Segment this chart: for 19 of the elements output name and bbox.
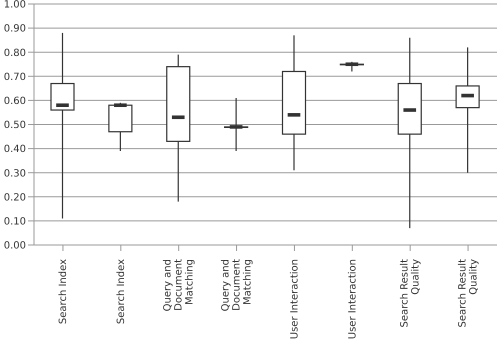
x-tick-label: Search Result Quality xyxy=(458,258,480,328)
y-tick-label: 1.00 xyxy=(4,0,26,11)
y-tick-label: 0.60 xyxy=(4,96,26,107)
x-tick-label: Query and Document Matching xyxy=(162,258,196,312)
x-tick-label: Search Index xyxy=(116,258,127,324)
y-tick-label: 0.40 xyxy=(4,144,26,156)
x-tick-label: Search Result Quality xyxy=(400,258,422,328)
y-tick-label: 0.00 xyxy=(4,240,26,252)
y-tick-label: 0.30 xyxy=(4,168,26,180)
y-tick-label: 0.90 xyxy=(4,24,26,35)
y-tick-label: 0.50 xyxy=(4,120,26,132)
y-tick-label: 0.20 xyxy=(4,192,26,204)
y-tick-label: 0.70 xyxy=(4,72,26,83)
x-tick-label: Search Index xyxy=(58,258,69,324)
y-tick-label: 0.80 xyxy=(4,48,26,59)
x-tick-label: User Interaction xyxy=(289,259,300,340)
x-tick-label: User Interaction xyxy=(347,259,358,340)
y-tick-label: 0.10 xyxy=(4,216,26,228)
x-tick-label: Query and Document Matching xyxy=(220,258,254,312)
